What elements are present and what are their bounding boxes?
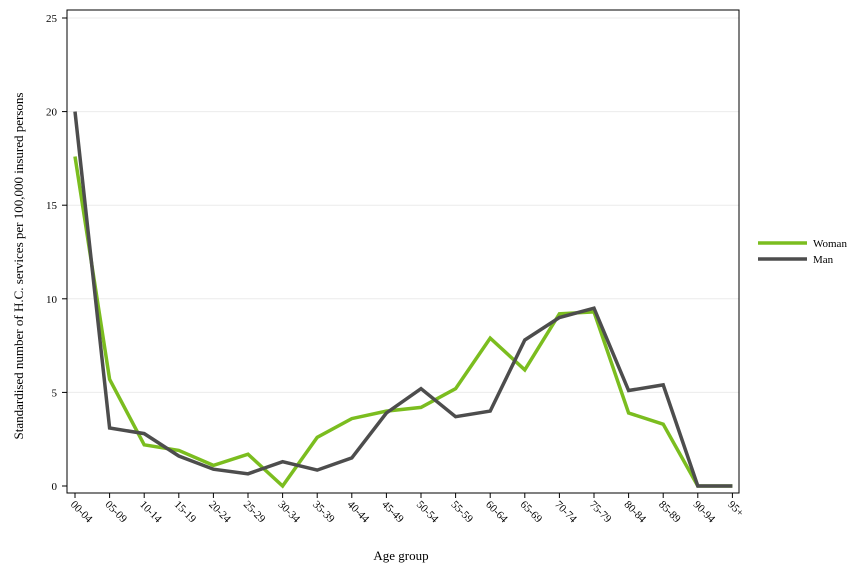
series-line-man	[73, 111, 733, 488]
x-tick-label: 35-39	[310, 499, 337, 526]
y-tick-label: 15	[46, 200, 58, 212]
x-tick-label: 00-04	[68, 499, 95, 526]
x-tick-label: 55-59	[448, 499, 475, 526]
y-tick-label: 0	[52, 481, 58, 493]
y-tick-label: 10	[46, 294, 58, 306]
x-tick-label: 50-54	[414, 499, 441, 526]
x-tick-label: 85-89	[656, 499, 683, 526]
x-tick-label: 40-44	[345, 499, 372, 526]
x-axis: 00-04 05-09 10-14 15-19 20-24 25-29 30-34 35-39…	[68, 493, 746, 526]
x-tick-label: 60-64	[483, 499, 510, 526]
x-axis-title: Age group	[373, 548, 428, 563]
plot-frame	[66, 9, 740, 494]
x-tick-label: 10-14	[137, 499, 164, 526]
x-tick-label: 70-74	[552, 499, 579, 526]
legend-label-woman: Woman	[813, 238, 847, 250]
x-tick-label: 45-49	[379, 499, 406, 526]
x-tick-label: 90-94	[691, 499, 718, 526]
y-tick-label: 25	[46, 13, 58, 25]
x-tick-label: 25-29	[241, 499, 268, 526]
x-tick-label: 65-69	[518, 499, 545, 526]
y-axis: 0 5 10 15 20 25	[46, 13, 67, 493]
x-tick-label: 30-34	[275, 499, 302, 526]
x-tick-label: 20-24	[206, 499, 233, 526]
y-tick-label: 20	[46, 107, 58, 119]
x-tick-label: 80-84	[621, 499, 648, 526]
series-layer	[73, 111, 733, 489]
y-tick-label: 5	[52, 387, 58, 399]
x-tick-label: 05-09	[102, 499, 129, 526]
x-tick-label: 95+	[725, 499, 746, 520]
legend-label-man: Man	[813, 254, 834, 266]
gridlines	[67, 17, 739, 393]
legend: Woman Man	[758, 238, 847, 266]
y-axis-title: Standardised number of H.C. services per…	[11, 93, 26, 440]
x-tick-label: 75-79	[587, 499, 614, 526]
series-line-woman	[73, 156, 733, 489]
x-tick-label: 15-19	[172, 499, 199, 526]
